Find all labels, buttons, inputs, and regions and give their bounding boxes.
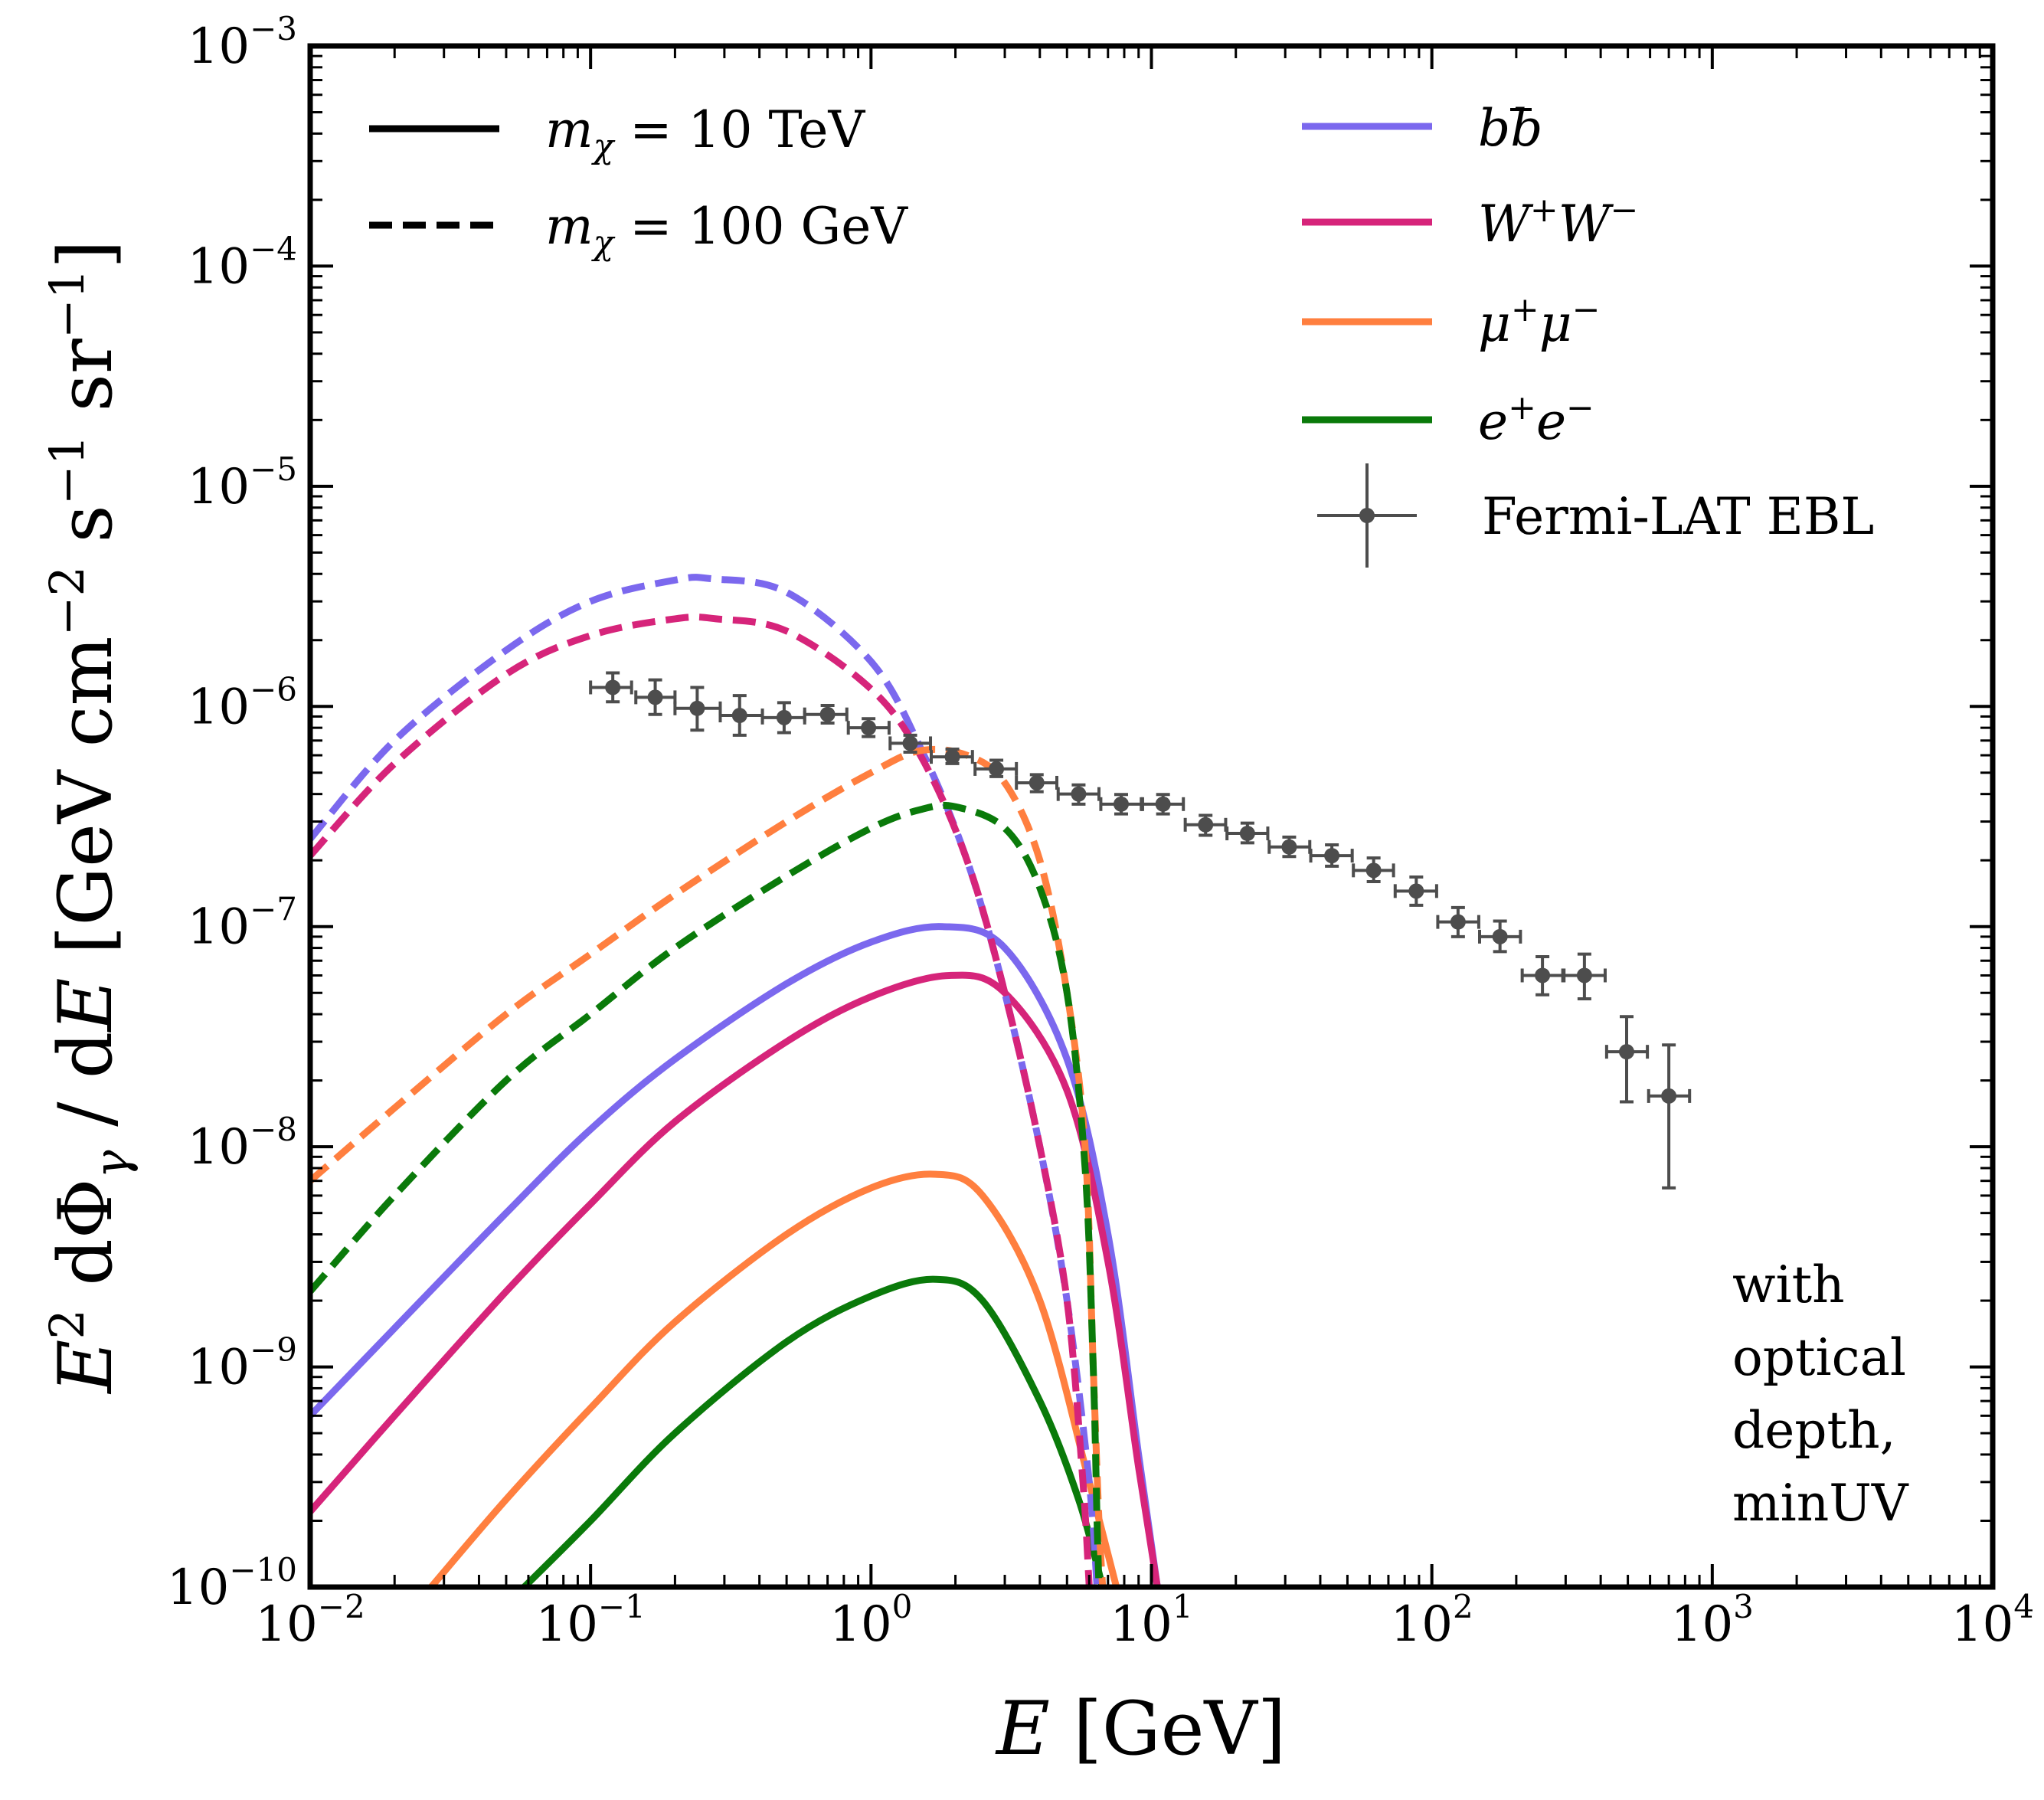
data-point-marker [647, 689, 663, 705]
data-point-marker [902, 735, 918, 751]
data-point-marker [776, 709, 792, 725]
legend-label-bb: bb [1478, 99, 1543, 158]
fermi-lat-point [1140, 793, 1186, 816]
data-point-marker [944, 749, 960, 765]
x-tick-label: 10−2 [255, 1588, 365, 1653]
fermi-lat-point [718, 694, 764, 737]
data-point-marker [605, 679, 621, 695]
annotation-line-4: minUV [1732, 1474, 1909, 1533]
plot-background [310, 46, 1993, 1587]
data-point-marker [1113, 796, 1129, 812]
data-point-marker [989, 761, 1005, 777]
data-point-marker [1450, 914, 1466, 930]
series-line-dashed [310, 801, 1103, 1587]
fermi-lat-point [1225, 821, 1270, 845]
y-tick-label: 10−9 [188, 1331, 297, 1396]
data-point-marker [861, 720, 877, 736]
y-tick-label: 10−3 [188, 10, 297, 75]
series-line-solid [310, 923, 1161, 1587]
data-point-marker [819, 706, 836, 722]
data-point-marker [1324, 848, 1340, 864]
fermi-lat-point [888, 733, 933, 754]
fermi-lat-point [1393, 875, 1438, 907]
x-tick-labels: 10−2 10−1 100 101 102 103 104 [255, 1588, 2034, 1653]
x-tick-label: 102 [1391, 1588, 1473, 1653]
annotation-line-3: depth, [1732, 1401, 1896, 1460]
data-point-marker [1619, 1044, 1635, 1060]
fermi-lat-point [846, 717, 891, 738]
legend-marker-fermi-lat [1317, 463, 1417, 568]
fermi-lat-point [1520, 954, 1565, 997]
data-point-marker [1071, 786, 1087, 802]
data-point-marker [689, 700, 705, 716]
y-tick-labels: 10−10 10−9 10−8 10−7 10−6 10−5 10−4 10−3 [167, 10, 297, 1616]
fermi-lat-points-layer [589, 671, 1692, 1190]
annotation: with optical depth, minUV [1732, 1255, 1909, 1533]
fermi-lat-point [1309, 843, 1354, 868]
fermi-lat-point [1183, 813, 1228, 837]
series-line-solid [522, 1275, 1107, 1587]
data-point-marker [1492, 928, 1508, 944]
legend-style-dashed: mχ = 100 GeV [369, 197, 908, 263]
plot-frame [307, 43, 1996, 1590]
data-point-marker [1029, 774, 1045, 790]
annotation-line-2: optical [1732, 1328, 1906, 1387]
y-tick-label: 10−6 [188, 670, 297, 735]
fermi-lat-point [1015, 773, 1059, 794]
x-tick-label: 100 [829, 1588, 912, 1653]
data-point-marker [731, 708, 747, 724]
data-point-marker [1365, 862, 1382, 879]
fermi-lat-point [1604, 1015, 1650, 1104]
series-line-solid [428, 1170, 1120, 1587]
series-layer [310, 574, 1161, 1587]
fermi-lat-point [1647, 1043, 1692, 1190]
data-point-marker [1661, 1088, 1677, 1104]
fermi-lat-point [1436, 905, 1480, 938]
series-line-solid [310, 971, 1161, 1587]
data-point-marker [1535, 967, 1551, 983]
y-tick-label: 10−8 [188, 1111, 297, 1176]
data-point-marker [1198, 817, 1214, 833]
series-line-dashed [310, 614, 1093, 1587]
fermi-lat-point [589, 671, 633, 704]
legend-style-solid: mχ = 10 TeV [369, 100, 865, 166]
y-tick-label: 10−10 [167, 1551, 297, 1616]
x-tick-label: 104 [1951, 1588, 2034, 1653]
data-point-marker [1155, 796, 1171, 812]
fermi-lat-point [973, 758, 1019, 778]
fermi-lat-point [1267, 835, 1312, 859]
data-point-marker [1408, 883, 1424, 899]
fermi-lat-point [1562, 952, 1607, 1000]
fermi-lat-point [1478, 919, 1522, 954]
legend-style-dashed-label: mχ = 100 GeV [545, 197, 908, 263]
fermi-lat-point [803, 704, 849, 725]
y-tick-label: 10−4 [188, 230, 297, 295]
fermi-lat-point [634, 678, 677, 716]
legend-label-fermi-lat: Fermi-LAT EBL [1482, 487, 1874, 546]
annotation-line-1: with [1732, 1255, 1845, 1314]
x-axis-title: E [GeV] [995, 1686, 1286, 1772]
legend-style-solid-label: mχ = 10 TeV [545, 100, 865, 166]
fermi-lat-point [930, 747, 974, 765]
fermi-lat-point [1352, 856, 1395, 884]
y-tick-label: 10−5 [188, 450, 297, 515]
fermi-lat-point [673, 686, 722, 732]
y-axis-title: E2 dΦγ / dE [GeV cm−2 s−1 sr−1] [39, 240, 139, 1394]
data-point-marker [1281, 839, 1297, 855]
y-tick-label: 10−7 [188, 891, 297, 956]
fermi-lat-point [1099, 793, 1143, 816]
legend-marker-dot [1359, 508, 1375, 523]
x-tick-label: 103 [1671, 1588, 1754, 1653]
x-tick-label: 101 [1110, 1588, 1192, 1653]
data-point-marker [1239, 826, 1255, 842]
data-point-marker [1576, 967, 1592, 983]
fermi-lat-point [1056, 783, 1100, 806]
x-tick-label: 10−1 [535, 1588, 645, 1653]
